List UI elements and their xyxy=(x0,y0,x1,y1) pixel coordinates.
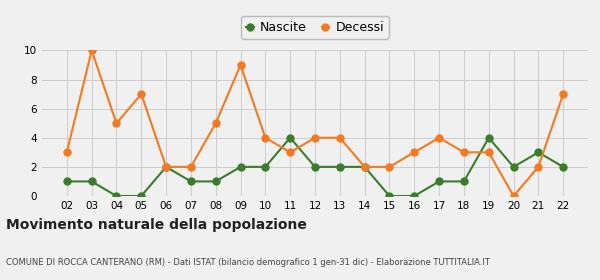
Decessi xyxy=(262,136,269,139)
Decessi xyxy=(63,151,70,154)
Decessi xyxy=(485,151,493,154)
Legend: Nascite, Decessi: Nascite, Decessi xyxy=(241,16,389,39)
Nascite xyxy=(287,136,294,139)
Nascite xyxy=(311,165,319,169)
Nascite xyxy=(63,180,70,183)
Nascite xyxy=(510,165,517,169)
Nascite xyxy=(460,180,467,183)
Decessi xyxy=(361,165,368,169)
Nascite xyxy=(560,165,567,169)
Nascite xyxy=(535,151,542,154)
Text: Movimento naturale della popolazione: Movimento naturale della popolazione xyxy=(6,218,307,232)
Nascite xyxy=(212,180,220,183)
Nascite xyxy=(436,180,443,183)
Nascite xyxy=(237,165,244,169)
Decessi xyxy=(137,92,145,96)
Nascite xyxy=(187,180,194,183)
Decessi xyxy=(237,63,244,67)
Decessi xyxy=(560,92,567,96)
Nascite xyxy=(113,194,120,198)
Decessi xyxy=(460,151,467,154)
Decessi xyxy=(336,136,343,139)
Decessi xyxy=(386,165,393,169)
Text: COMUNE DI ROCCA CANTERANO (RM) - Dati ISTAT (bilancio demografico 1 gen-31 dic) : COMUNE DI ROCCA CANTERANO (RM) - Dati IS… xyxy=(6,258,490,267)
Decessi xyxy=(287,151,294,154)
Decessi xyxy=(510,194,517,198)
Decessi xyxy=(163,165,170,169)
Decessi xyxy=(187,165,194,169)
Nascite xyxy=(361,165,368,169)
Nascite xyxy=(137,194,145,198)
Decessi xyxy=(436,136,443,139)
Line: Decessi: Decessi xyxy=(64,47,566,199)
Nascite xyxy=(336,165,343,169)
Decessi xyxy=(212,122,220,125)
Nascite xyxy=(485,136,493,139)
Nascite xyxy=(88,180,95,183)
Nascite xyxy=(410,194,418,198)
Decessi xyxy=(113,122,120,125)
Decessi xyxy=(88,49,95,52)
Decessi xyxy=(311,136,319,139)
Nascite xyxy=(386,194,393,198)
Decessi xyxy=(410,151,418,154)
Line: Nascite: Nascite xyxy=(64,134,566,199)
Decessi xyxy=(535,165,542,169)
Nascite xyxy=(262,165,269,169)
Nascite xyxy=(163,165,170,169)
